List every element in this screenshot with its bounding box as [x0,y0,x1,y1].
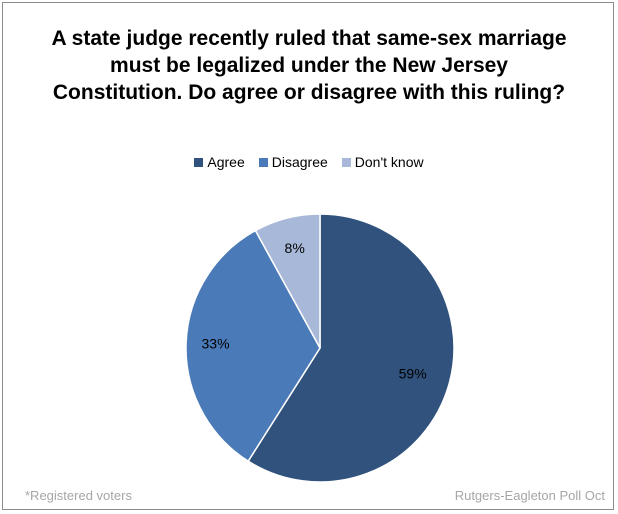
legend-swatch-disagree [258,157,268,167]
legend-label-disagree: Disagree [271,154,328,170]
pie-chart: 59% 33% 8% [185,213,455,483]
legend-swatch-dont-know [341,157,351,167]
chart-title: A state judge recently ruled that same-s… [51,27,567,104]
data-label-disagree: 33% [202,335,230,351]
legend-label-dont-know: Don't know [354,154,424,170]
data-label-agree: 59% [399,366,427,382]
chart-frame: A state judge recently ruled that same-s… [2,2,614,510]
pie-slice-dont-know [254,213,321,349]
source-note: Rutgers-Eagleton Poll Oct [454,488,605,503]
legend-item-disagree: Disagree [258,154,328,170]
pie-slice-agree [247,213,455,483]
legend-swatch-agree [194,157,204,167]
chart-legend: Agree Disagree Don't know [3,154,615,170]
legend-item-dont-know: Don't know [341,154,424,170]
footnote: *Registered voters [25,488,132,503]
legend-label-agree: Agree [207,154,245,170]
data-label-dont-know: 8% [285,240,305,256]
legend-item-agree: Agree [194,154,245,170]
